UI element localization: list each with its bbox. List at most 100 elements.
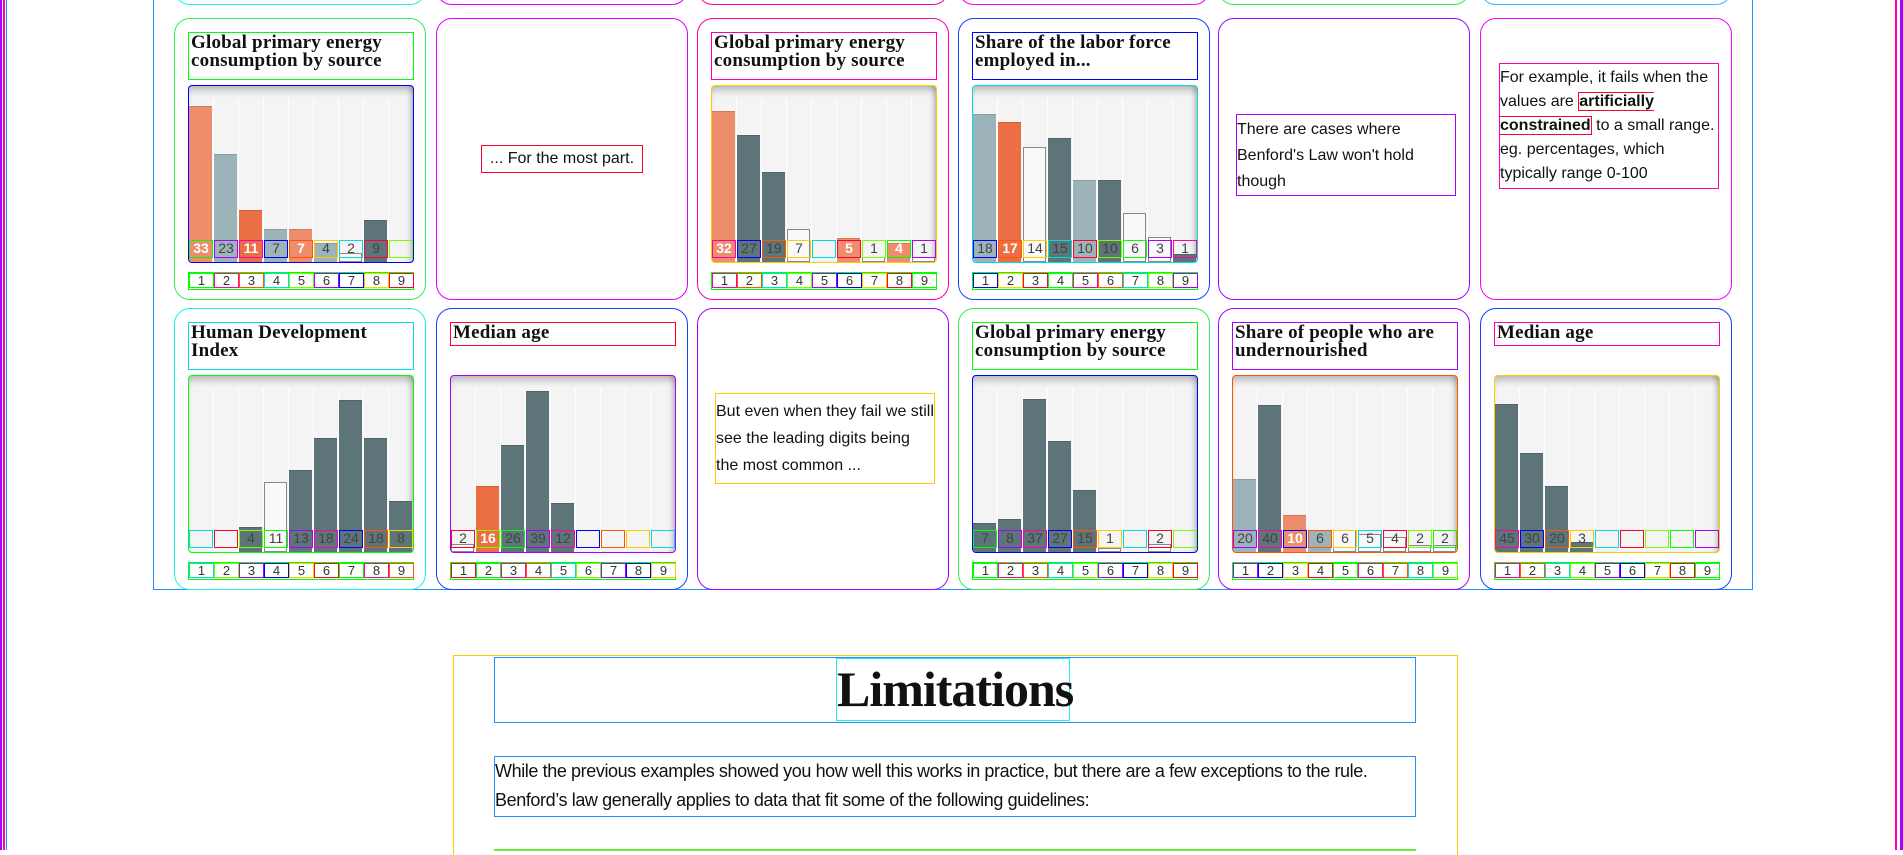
chart-column — [339, 388, 364, 552]
bar-value-label: 3 — [1570, 530, 1594, 548]
digit-tick-label: 3 — [1545, 563, 1570, 578]
digit-tick-label: 3 — [762, 273, 787, 288]
bar-value-label: 4 — [314, 240, 338, 258]
chart-card: Global primary energy consumption by sou… — [958, 308, 1210, 590]
bar-value-label: 18 — [364, 530, 388, 548]
digit-tick-label: 4 — [264, 563, 289, 578]
digit-tick-label: 8 — [887, 273, 912, 288]
bar — [1495, 403, 1518, 552]
chart-column — [973, 98, 998, 262]
digit-tick-label: 2 — [737, 273, 762, 288]
chart-card: Share of the labor force employed in... 1… — [958, 18, 1210, 300]
bar-value-label — [214, 530, 238, 548]
chart-title: Global primary energy consumption by sou… — [711, 32, 937, 80]
divider — [494, 849, 1416, 851]
chart-column — [1148, 98, 1173, 262]
chart-column — [1023, 388, 1048, 552]
text-card: For example, it fails when the values ar… — [1480, 18, 1732, 300]
digit-tick-label: 3 — [1023, 563, 1048, 578]
bar-value-label: 1 — [862, 240, 886, 258]
digit-tick-label: 4 — [1570, 563, 1595, 578]
bar — [912, 257, 935, 262]
chart-column — [314, 98, 339, 262]
bar-value-label: 7 — [973, 530, 997, 548]
bar-value-label: 6 — [1333, 530, 1357, 548]
digit-tick-label: 2 — [998, 563, 1023, 578]
bar — [1073, 179, 1096, 262]
bar — [1098, 547, 1121, 552]
chart-column — [1283, 388, 1308, 552]
chart-column — [189, 98, 214, 262]
page-edge-left-3 — [6, 0, 7, 850]
bar-value-label: 2 — [1433, 530, 1457, 548]
bar-chart: 18 17 14 15 10 10 6 3 1 — [972, 85, 1198, 263]
card-text: There are cases where Benford's Law won'… — [1236, 114, 1456, 196]
limitations-heading: Limitations — [836, 658, 1074, 721]
bar-value-label — [812, 240, 836, 258]
bar — [1023, 146, 1046, 262]
bar-value-label: 18 — [973, 240, 997, 258]
bar — [998, 121, 1021, 262]
digit-tick-label: 1 — [1495, 563, 1520, 578]
digit-tick-label: 4 — [1048, 563, 1073, 578]
card-text: ... For the most part. — [481, 145, 643, 173]
digit-tick-label: 3 — [239, 273, 264, 288]
bar — [1123, 212, 1146, 262]
bar — [389, 501, 412, 552]
bar-value-label: 7 — [264, 240, 288, 258]
chart-column — [551, 388, 576, 552]
bar — [1258, 405, 1281, 552]
bar-value-label — [1620, 530, 1644, 548]
digit-tick-label: 7 — [1383, 563, 1408, 578]
bar-value-label: 10 — [1073, 240, 1097, 258]
chart-card: Share of people who are undernourished 20… — [1218, 308, 1470, 590]
bar — [289, 229, 312, 262]
bar-value-label: 10 — [1098, 240, 1122, 258]
chart-card: Human Development Index 4 11 13 18 24 18 8 1 2 3 4 5… — [174, 308, 426, 590]
chart-column — [1048, 98, 1073, 262]
digit-tick-label: 6 — [837, 273, 862, 288]
bar-value-label: 5 — [837, 240, 861, 258]
bar-value-label — [601, 530, 625, 548]
bar-value-label: 5 — [1358, 530, 1382, 548]
digit-tick-label: 8 — [364, 563, 389, 578]
bar-value-label: 2 — [339, 240, 363, 258]
bar-value-label — [1645, 530, 1669, 548]
bar-value-label: 13 — [289, 530, 313, 548]
digit-tick-label: 5 — [1073, 563, 1098, 578]
digit-tick-label: 8 — [1670, 563, 1695, 578]
chart-column — [998, 98, 1023, 262]
chart-column — [339, 98, 364, 262]
digit-tick-label: 7 — [339, 273, 364, 288]
digit-tick-label: 6 — [1098, 273, 1123, 288]
bar-chart: 45 30 20 3 — [1494, 375, 1720, 553]
chart-column — [1383, 388, 1408, 552]
bar — [1023, 399, 1046, 552]
digit-tick-label: 7 — [1123, 273, 1148, 288]
chart-column — [289, 98, 314, 262]
bar-value-label: 19 — [762, 240, 786, 258]
digit-tick-label: 5 — [289, 273, 314, 288]
digit-tick-label: 6 — [576, 563, 601, 578]
bar-value-label: 7 — [787, 240, 811, 258]
bar-value-label: 15 — [1073, 530, 1097, 548]
limitations-heading-box: Limitations — [494, 657, 1416, 723]
digit-tick-label: 8 — [1408, 563, 1433, 578]
bar-value-label: 7 — [289, 240, 313, 258]
digit-tick-label: 1 — [451, 563, 476, 578]
chart-column — [1123, 98, 1148, 262]
chart-column — [1048, 388, 1073, 552]
digit-tick-label: 6 — [1358, 563, 1383, 578]
bar — [1433, 544, 1456, 552]
chart-column — [762, 98, 787, 262]
digit-tick-label: 4 — [1308, 563, 1333, 578]
digit-tick-label: 7 — [862, 273, 887, 288]
text-card: But even when they fail we still see the… — [697, 308, 949, 590]
digit-tick-label: 1 — [712, 273, 737, 288]
card-partial — [436, 0, 688, 5]
chart-title: Global primary energy consumption by sou… — [188, 32, 414, 80]
bar-value-label: 6 — [1123, 240, 1147, 258]
